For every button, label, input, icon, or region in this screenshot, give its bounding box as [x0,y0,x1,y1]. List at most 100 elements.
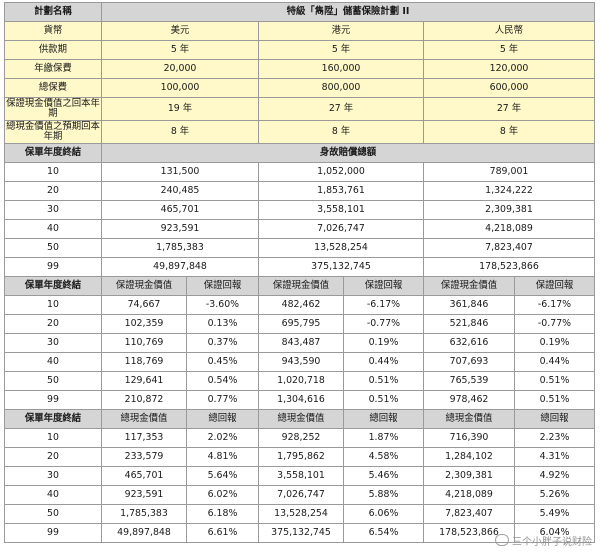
table-row: 50 1,785,383 6.18% 13,528,254 6.06% 7,823,407… [4,504,595,524]
guaranteed-cash-value: 102,359 [101,314,187,334]
total-return: 6.18% [186,504,259,524]
policy-year: 30 [4,200,102,220]
death-benefit-value: 923,591 [101,219,259,239]
detail-value: 5 年 [423,40,595,60]
plan-name: 特級「雋陞」儲蓄保險計劃 II [101,2,595,22]
total-return: 2.23% [514,428,595,448]
table-row: 30 110,769 0.37% 843,487 0.19% 632,616 0.19% [4,333,595,353]
detail-value: 5 年 [101,40,259,60]
guaranteed-return: 0.37% [186,333,259,353]
death-benefit-rows: 10 131,500 1,052,000 789,001 20 240,485 1,853,… [4,162,595,277]
policy-year-label: 保單年度終結 [4,409,102,429]
guaranteed-cash-value: 1,020,718 [258,371,344,391]
guaranteed-cash-value: 482,462 [258,295,344,315]
guaranteed-return-header: 保證回報 [186,276,259,296]
policy-year: 30 [4,466,102,486]
plan-detail-row: 保證現金價值之回本年期 19 年 27 年 27 年 [4,97,595,121]
comparison-table: 計劃名稱 特級「雋陞」儲蓄保險計劃 II 貨幣 美元 港元 人民幣 供款期 5 年… [4,2,595,543]
guaranteed-cash-value: 695,795 [258,314,344,334]
guaranteed-cash-value: 765,539 [423,371,515,391]
total-cash-value: 928,252 [258,428,344,448]
table-row: 99 49,897,848 375,132,745 178,523,866 [4,257,595,277]
table-row: 50 129,641 0.54% 1,020,718 0.51% 765,539 0.51% [4,371,595,391]
detail-label: 供款期 [4,40,102,60]
guaranteed-value-header: 保證現金價值 [101,276,187,296]
total-return: 4.92% [514,466,595,486]
guaranteed-rows: 10 74,667 -3.60% 482,462 -6.17% 361,846 -6.17%… [4,295,595,410]
total-return: 6.61% [186,523,259,543]
death-benefit-title: 身故賠償總額 [101,143,595,163]
guaranteed-cash-value: 118,769 [101,352,187,372]
guaranteed-return: 0.51% [343,371,424,391]
death-benefit-value: 1,324,222 [423,181,595,201]
policy-year: 20 [4,181,102,201]
total-cash-value: 3,558,101 [258,466,344,486]
total-return: 6.02% [186,485,259,505]
death-benefit-value: 7,026,747 [258,219,424,239]
detail-value: 8 年 [101,120,259,144]
policy-year: 99 [4,390,102,410]
total-return: 4.81% [186,447,259,467]
total-cash-value: 117,353 [101,428,187,448]
guaranteed-return: 0.54% [186,371,259,391]
guaranteed-value-header: 保證現金價值 [258,276,344,296]
death-benefit-value: 3,558,101 [258,200,424,220]
death-benefit-value: 178,523,866 [423,257,595,277]
guaranteed-cash-value: 978,462 [423,390,515,410]
wechat-icon [495,534,509,546]
guaranteed-return: 0.77% [186,390,259,410]
death-benefit-value: 240,485 [101,181,259,201]
total-cash-value: 375,132,745 [258,523,344,543]
savings-plan-sheet: 計劃名稱 特級「雋陞」儲蓄保險計劃 II 貨幣 美元 港元 人民幣 供款期 5 年… [4,2,595,543]
table-row: 40 923,591 7,026,747 4,218,089 [4,219,595,239]
total-cash-value: 233,579 [101,447,187,467]
total-value-header: 總現金價值 [423,409,515,429]
guaranteed-cash-value: 74,667 [101,295,187,315]
policy-year: 50 [4,371,102,391]
total-cash-value: 178,523,866 [423,523,515,543]
death-benefit-value: 2,309,381 [423,200,595,220]
total-rows: 10 117,353 2.02% 928,252 1.87% 716,390 2.23% 20… [4,428,595,543]
detail-label: 保證現金價值之回本年期 [4,97,102,121]
plan-label: 計劃名稱 [4,2,102,22]
policy-year: 50 [4,238,102,258]
policy-year: 20 [4,447,102,467]
guaranteed-return: -6.17% [514,295,595,315]
policy-year: 40 [4,485,102,505]
policy-year: 50 [4,504,102,524]
total-cash-value: 1,284,102 [423,447,515,467]
guaranteed-cash-value: 110,769 [101,333,187,353]
total-return: 5.49% [514,504,595,524]
guaranteed-cash-value: 521,846 [423,314,515,334]
table-row: 10 131,500 1,052,000 789,001 [4,162,595,182]
table-row: 40 923,591 6.02% 7,026,747 5.88% 4,218,089 5.2… [4,485,595,505]
table-row: 20 102,359 0.13% 695,795 -0.77% 521,846 -0.77% [4,314,595,334]
total-value-header: 總現金價值 [101,409,187,429]
detail-value: 27 年 [423,97,595,121]
plan-name-row: 計劃名稱 特級「雋陞」儲蓄保險計劃 II [4,2,595,22]
death-benefit-value: 7,823,407 [423,238,595,258]
policy-year: 40 [4,219,102,239]
policy-year-label: 保單年度終結 [4,276,102,296]
guaranteed-value-header: 保證現金價值 [423,276,515,296]
guaranteed-cash-value: 361,846 [423,295,515,315]
detail-value: 8 年 [258,120,424,144]
detail-label: 總保費 [4,78,102,98]
guaranteed-return-header: 保證回報 [514,276,595,296]
death-benefit-value: 789,001 [423,162,595,182]
guaranteed-return: 0.44% [343,352,424,372]
total-value-header: 總現金價值 [258,409,344,429]
plan-detail-row: 年繳保費 20,000 160,000 120,000 [4,59,595,79]
death-benefit-value: 131,500 [101,162,259,182]
guaranteed-cash-value: 210,872 [101,390,187,410]
death-benefit-value: 375,132,745 [258,257,424,277]
table-row: 10 117,353 2.02% 928,252 1.87% 716,390 2.23% [4,428,595,448]
detail-value: 160,000 [258,59,424,79]
death-benefit-value: 4,218,089 [423,219,595,239]
watermark: 三个小胖子说财险 [495,533,592,548]
detail-value: 20,000 [101,59,259,79]
death-benefit-value: 13,528,254 [258,238,424,258]
policy-year: 99 [4,523,102,543]
total-return: 6.04% [514,523,595,543]
